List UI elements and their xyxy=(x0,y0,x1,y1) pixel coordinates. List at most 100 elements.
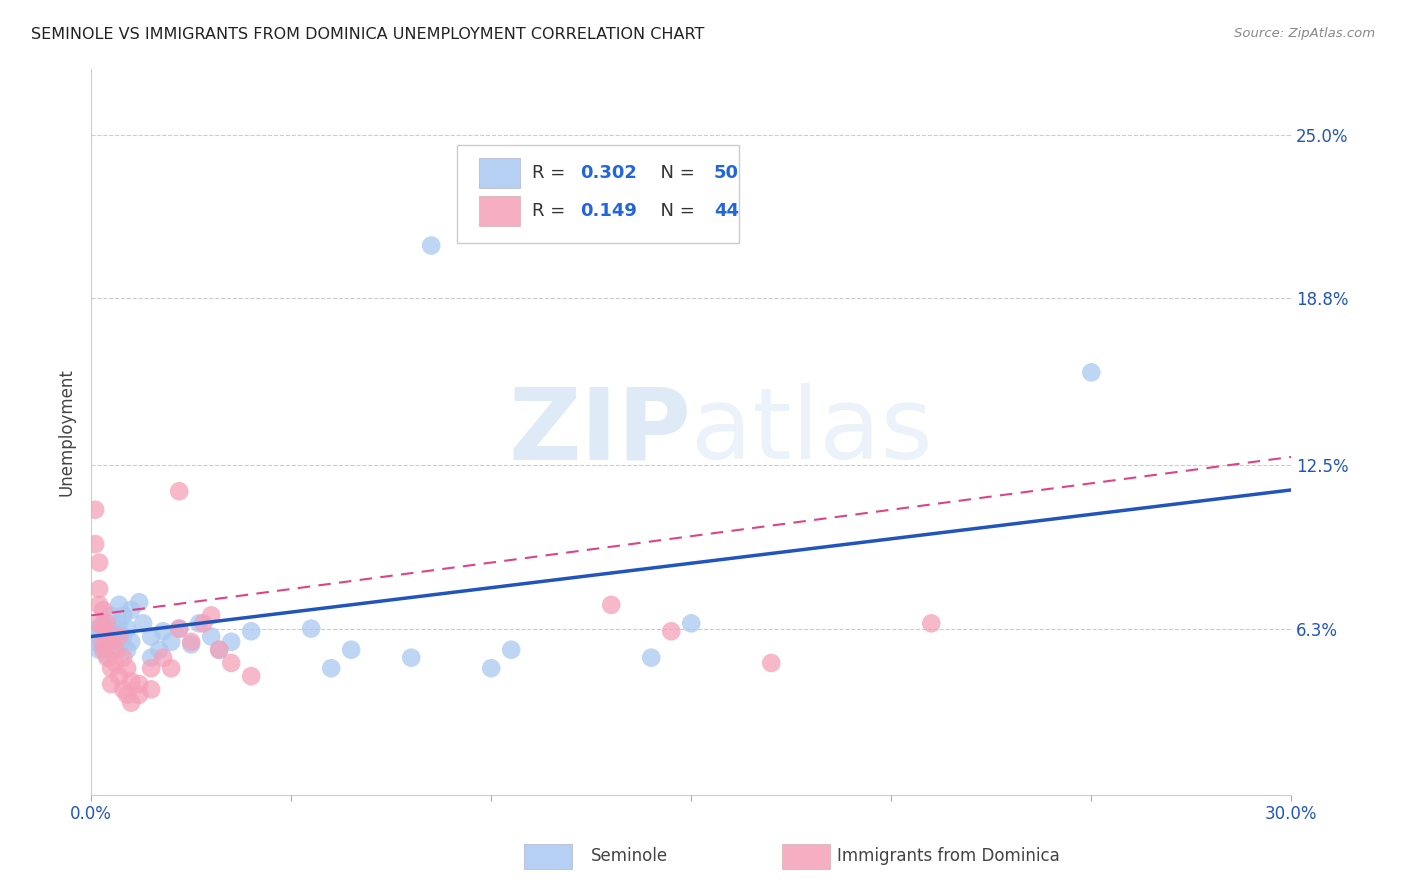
Text: R =: R = xyxy=(531,202,571,220)
Point xyxy=(91,642,114,657)
Point xyxy=(89,622,111,636)
Point xyxy=(89,632,111,647)
Point xyxy=(100,635,122,649)
Point xyxy=(100,624,122,639)
Text: Immigrants from Dominica: Immigrants from Dominica xyxy=(837,847,1059,865)
Point xyxy=(188,616,211,631)
Point xyxy=(104,622,127,636)
Text: N =: N = xyxy=(650,164,700,182)
Text: Source: ZipAtlas.com: Source: ZipAtlas.com xyxy=(1234,27,1375,40)
Point xyxy=(115,688,138,702)
Text: atlas: atlas xyxy=(692,384,932,480)
Point xyxy=(152,650,174,665)
Text: 44: 44 xyxy=(714,202,740,220)
Point xyxy=(84,635,107,649)
Text: 0.302: 0.302 xyxy=(579,164,637,182)
Y-axis label: Unemployment: Unemployment xyxy=(58,368,75,496)
Point xyxy=(91,640,114,654)
Point xyxy=(84,502,107,516)
Point xyxy=(96,630,118,644)
Point xyxy=(108,669,131,683)
Point xyxy=(96,619,118,633)
Point xyxy=(112,650,135,665)
Point xyxy=(299,622,322,636)
Point xyxy=(761,656,783,670)
Point xyxy=(141,661,163,675)
Point xyxy=(141,682,163,697)
Point xyxy=(920,616,942,631)
Point xyxy=(148,642,170,657)
Point xyxy=(104,632,127,647)
Point xyxy=(100,635,122,649)
Point xyxy=(96,650,118,665)
Point xyxy=(120,635,142,649)
Point xyxy=(84,627,107,641)
Point xyxy=(1080,365,1102,379)
Point xyxy=(91,635,114,649)
Point xyxy=(219,656,242,670)
Point xyxy=(112,630,135,644)
Text: N =: N = xyxy=(650,202,700,220)
Point xyxy=(193,616,215,631)
Point xyxy=(96,648,118,662)
Point xyxy=(91,635,114,649)
Point xyxy=(160,635,183,649)
Point xyxy=(240,624,263,639)
Point xyxy=(100,677,122,691)
Point xyxy=(115,622,138,636)
Point xyxy=(640,650,662,665)
Point xyxy=(180,635,202,649)
Point xyxy=(128,688,150,702)
Point xyxy=(128,595,150,609)
Point xyxy=(89,598,111,612)
Point xyxy=(120,603,142,617)
Point xyxy=(96,630,118,644)
Point xyxy=(89,642,111,657)
Point xyxy=(91,622,114,636)
Point xyxy=(321,661,343,675)
Point xyxy=(240,669,263,683)
Text: Seminole: Seminole xyxy=(591,847,668,865)
Point xyxy=(112,682,135,697)
Point xyxy=(180,638,202,652)
Point xyxy=(115,661,138,675)
Point xyxy=(208,642,231,657)
Point xyxy=(108,598,131,612)
Text: 0.149: 0.149 xyxy=(579,202,637,220)
FancyBboxPatch shape xyxy=(479,158,520,188)
FancyBboxPatch shape xyxy=(457,145,740,243)
Point xyxy=(141,650,163,665)
Point xyxy=(600,598,623,612)
Text: R =: R = xyxy=(531,164,571,182)
Point xyxy=(200,608,222,623)
Point xyxy=(167,484,190,499)
Point xyxy=(219,635,242,649)
Point xyxy=(91,624,114,639)
Point xyxy=(128,677,150,691)
Point xyxy=(501,642,523,657)
Point xyxy=(120,696,142,710)
FancyBboxPatch shape xyxy=(479,195,520,227)
Point xyxy=(120,674,142,689)
Point xyxy=(479,661,502,675)
Point xyxy=(420,238,443,252)
Text: ZIP: ZIP xyxy=(509,384,692,480)
Point xyxy=(681,616,703,631)
Point xyxy=(108,630,131,644)
Point xyxy=(89,616,111,631)
Point xyxy=(96,616,118,631)
Point xyxy=(108,640,131,654)
Point xyxy=(659,624,682,639)
Point xyxy=(84,537,107,551)
Point xyxy=(112,608,135,623)
Point xyxy=(141,630,163,644)
Point xyxy=(108,616,131,631)
Point xyxy=(104,656,127,670)
Point xyxy=(200,630,222,644)
Point xyxy=(91,616,114,631)
Point xyxy=(152,624,174,639)
Point xyxy=(89,582,111,596)
Point xyxy=(100,608,122,623)
Point xyxy=(115,642,138,657)
Point xyxy=(399,650,422,665)
